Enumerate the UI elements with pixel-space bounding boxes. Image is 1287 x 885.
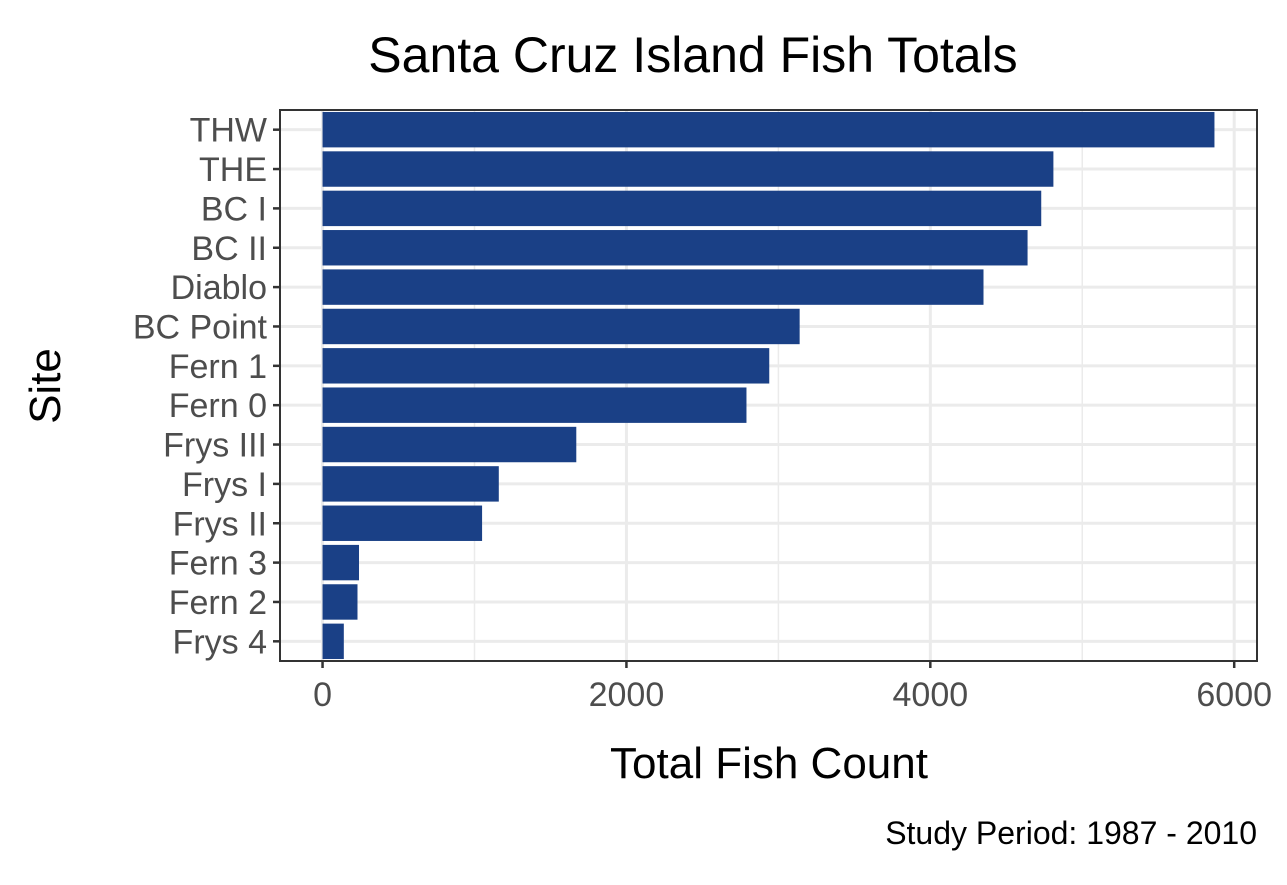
y-tick-label: Fern 0 <box>169 387 267 425</box>
bars-layer <box>322 111 1215 660</box>
bar-fern-2 <box>322 584 358 620</box>
y-tick-label: BC I <box>201 190 267 228</box>
bar-fern-3 <box>322 544 360 581</box>
y-tick-label: Fern 3 <box>169 545 267 583</box>
bar-frys-4 <box>322 623 344 660</box>
y-tick-label: Frys III <box>163 427 267 465</box>
y-tick-label: BC II <box>191 230 267 268</box>
bar-fern-1 <box>322 348 770 384</box>
bar-frys-ii <box>322 505 483 541</box>
bar-frys-i <box>322 466 499 502</box>
bar-bc-ii <box>322 230 1028 266</box>
y-tick-label: Frys 4 <box>173 623 267 661</box>
y-tick-label: Frys I <box>182 466 267 504</box>
y-tick-label: Fern 1 <box>169 348 267 386</box>
y-axis-title: Site <box>21 348 70 424</box>
y-tick-label: Frys II <box>173 505 267 543</box>
bar-diablo <box>322 269 984 305</box>
x-tick-label: 6000 <box>1196 676 1272 714</box>
x-tick-label: 4000 <box>893 676 969 714</box>
bar-bc-i <box>322 190 1042 227</box>
y-tick-label: BC Point <box>133 308 268 346</box>
panel-border <box>279 109 1258 662</box>
y-tick-label: Fern 2 <box>169 584 267 622</box>
x-tick-label: 0 <box>313 676 332 714</box>
bar-frys-iii <box>322 426 577 463</box>
y-tick-label: THW <box>190 112 267 150</box>
caption: Study Period: 1987 - 2010 <box>885 815 1257 851</box>
x-tick-label: 2000 <box>589 676 665 714</box>
y-tick-label: THE <box>199 151 267 189</box>
bar-the <box>322 151 1054 187</box>
chart-title: Santa Cruz Island Fish Totals <box>368 27 1017 83</box>
x-axis: 0 2000 4000 6000 <box>313 661 1272 714</box>
bar-thw <box>322 111 1215 148</box>
bar-bc-point <box>322 308 800 345</box>
y-tick-label: Diablo <box>171 269 267 307</box>
bar-fern-0 <box>322 387 747 423</box>
x-axis-title: Total Fish Count <box>610 739 928 788</box>
